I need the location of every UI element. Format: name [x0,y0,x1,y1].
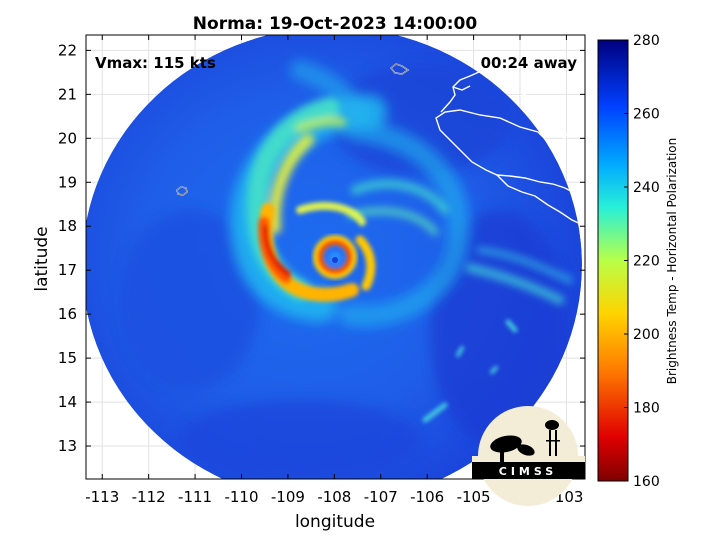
x-tick-label: -105 [457,488,491,506]
y-tick-label: 14 [58,393,77,411]
colorbar-tick-label: 200 [633,327,660,343]
y-tick-label: 16 [58,305,77,323]
x-tick-label: -107 [364,488,398,506]
brightness-temp-swath [86,35,585,479]
y-tick-label: 20 [58,129,77,147]
vmax-annotation: Vmax: 115 kts [95,54,216,72]
x-tick-label: -113 [85,488,119,506]
y-tick-label: 19 [58,173,77,191]
logo-text: CIMSS [499,465,557,478]
colorbar-tick-label: 280 [633,33,660,49]
colorbar-tick-label: 160 [633,474,660,490]
colorbar-tick-label: 220 [633,254,660,270]
y-tick-label: 17 [58,261,77,279]
x-tick-label: -108 [317,488,351,506]
colorbar-tick-label: 240 [633,180,660,196]
time-away-annotation: 00:24 away [481,54,578,72]
cimss-logo: CIMSS [472,406,585,506]
y-tick-label: 22 [58,41,77,59]
x-axis-label: longitude [295,512,375,532]
y-tick-label: 15 [58,349,77,367]
chart-title: Norma: 19-Oct-2023 14:00:00 [193,14,478,34]
colorbar-tick-label: 180 [633,401,660,417]
x-tick-label: -106 [410,488,444,506]
y-tick-label: 18 [58,217,77,235]
colorbar: 160 180 200 220 240 260 280 Brightness Temp - … [597,33,679,490]
y-tick-label: 13 [58,437,77,455]
y-tick-label: 21 [58,85,77,103]
x-tick-label: -111 [178,488,212,506]
y-axis-ticks: 13 14 15 16 17 18 19 20 21 22 [58,41,585,455]
x-tick-label: -112 [132,488,166,506]
colorbar-label: Brightness Temp - Horizontal Polarizatio… [665,138,679,385]
x-tick-label: -110 [224,488,258,506]
colorbar-tick-label: 260 [633,107,660,123]
y-axis-label: latitude [32,226,52,291]
x-tick-label: -109 [271,488,305,506]
axes-frame [85,34,586,480]
